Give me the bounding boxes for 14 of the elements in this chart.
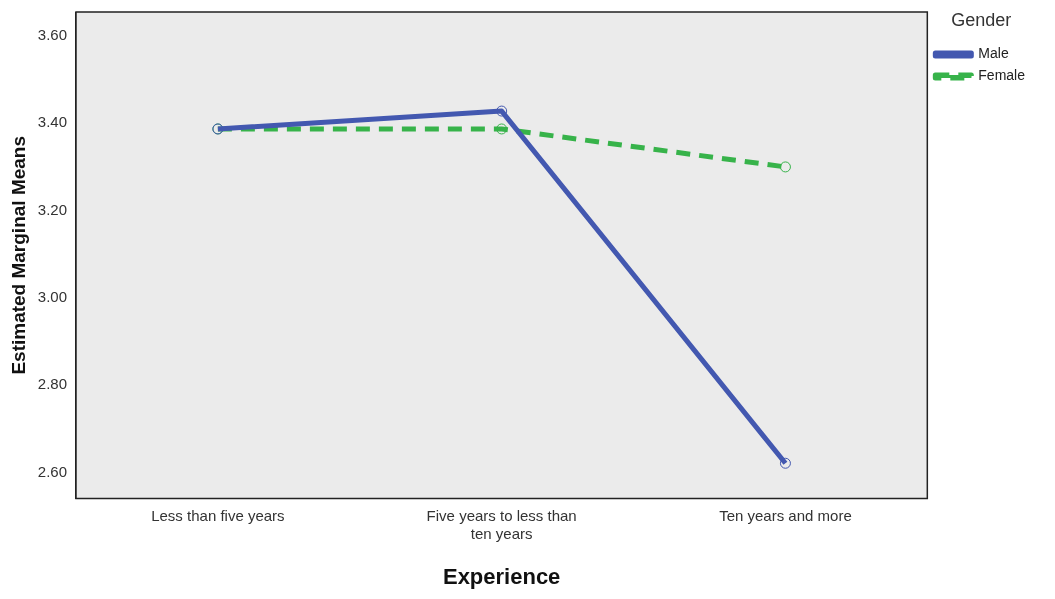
y-tick-label: 3.00 [37, 287, 67, 305]
y-axis-title: Estimated Marginal Means [7, 135, 29, 375]
x-axis-title: Experience [442, 563, 561, 589]
y-tick-label: 3.60 [37, 26, 67, 44]
legend-label: Male [978, 45, 1009, 62]
y-tick-label: 3.20 [37, 200, 67, 218]
y-tick-label: 2.80 [37, 375, 67, 393]
legend-title: Gender [951, 9, 1012, 30]
y-tick-label: 2.60 [37, 462, 67, 480]
x-tick-label: Ten years and more [719, 506, 852, 524]
x-tick-label: Five years to less than ten years [426, 506, 577, 542]
x-tick-label: Less than five years [151, 506, 285, 524]
y-tick-label: 3.40 [37, 113, 67, 131]
legend-label: Female [978, 67, 1026, 84]
